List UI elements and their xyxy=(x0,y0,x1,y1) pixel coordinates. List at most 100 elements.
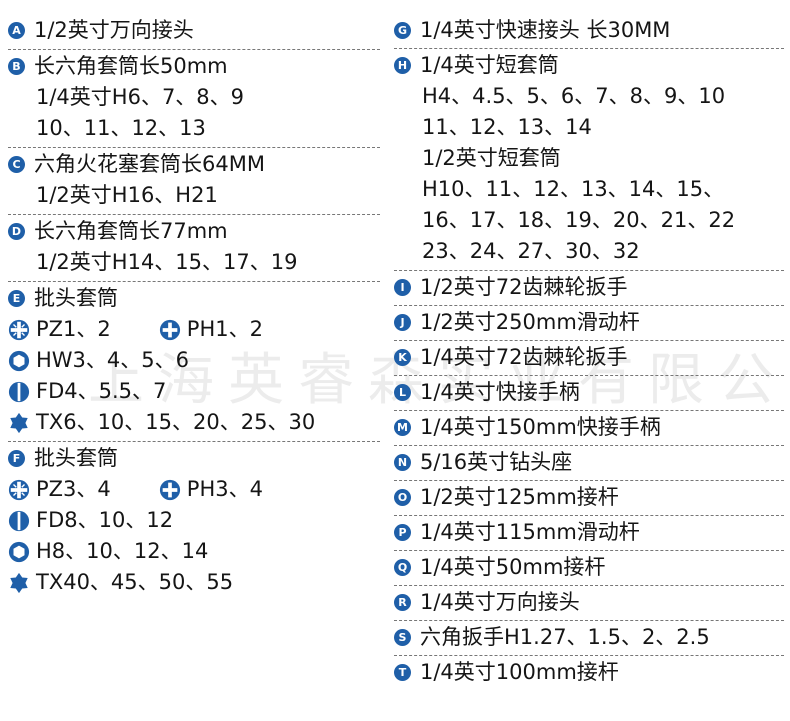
spec-text-wrap: 1/4英寸72齿棘轮扳手 xyxy=(420,342,628,373)
spec-text: 1/2英寸125mm接杆 xyxy=(420,484,619,509)
spec-text-wrap: 长六角套筒长50mm xyxy=(34,51,228,82)
letter-badge-icon: G xyxy=(394,21,411,39)
spec-line: R 1/4英寸万向接头 xyxy=(394,587,784,617)
section-h: H 1/4英寸短套筒 H4、4.5、5、6、7、8、9、10 11、12、13、14 1… xyxy=(394,49,784,271)
letter-badge-icon: J xyxy=(394,313,411,331)
spec-text: 1/4英寸50mm接杆 xyxy=(420,554,606,579)
letter-badge-icon: I xyxy=(394,278,411,296)
spec-line: P 1/4英寸115mm滑动杆 xyxy=(394,517,784,547)
spec-text: 1/4英寸快接手柄 xyxy=(420,379,580,404)
torx-bit-icon xyxy=(8,572,36,594)
letter-badge-icon: D xyxy=(8,223,25,240)
spec-text-wrap: 1/4英寸快速接头 长30MM xyxy=(420,15,670,46)
spec-text-wrap: 1/4英寸H6、7、8、9 xyxy=(36,82,244,113)
spec-text: 1/2英寸万向接头 xyxy=(34,18,194,42)
spec-text: 长六角套筒长50mm xyxy=(34,54,228,78)
spec-text-wrap: 1/2英寸125mm接杆 xyxy=(420,482,619,513)
spec-text-wrap: H10、11、12、13、14、15、 xyxy=(422,174,724,205)
spec-text: 长六角套筒长77mm xyxy=(34,219,228,243)
spec-text: 六角火花塞套筒长64MM xyxy=(34,152,265,176)
spec-line: Q 1/4英寸50mm接杆 xyxy=(394,552,784,582)
spec-line: 1/2英寸短套筒 xyxy=(394,143,784,174)
section-t: T 1/4英寸100mm接杆 xyxy=(394,656,784,690)
section-p: P 1/4英寸115mm滑动杆 xyxy=(394,516,784,551)
spec-text-wrap: 长六角套筒长77mm xyxy=(34,216,228,247)
spec-line: 10、11、12、13 xyxy=(8,113,380,144)
spec-text-wrap: 1/2英寸短套筒 xyxy=(422,143,561,174)
spec-text: 1/2英寸H14、15、17、19 xyxy=(36,250,298,274)
spec-line: FD4、5.5、7 xyxy=(8,376,380,407)
section-a: A 1/2英寸万向接头 xyxy=(8,14,380,50)
spec-text: 23、24、27、30、32 xyxy=(422,239,640,263)
section-q: Q 1/4英寸50mm接杆 xyxy=(394,551,784,586)
spec-line: FD8、10、12 xyxy=(8,505,380,536)
spec-line: HW3、4、5、6 xyxy=(8,345,380,376)
bit-spec: HW3、4、5、6 xyxy=(8,345,189,376)
spec-text: 1/4英寸H6、7、8、9 xyxy=(36,85,245,109)
spec-text-wrap: 六角扳手H1.27、1.5、2、2.5 xyxy=(420,622,710,653)
spec-text: H8、10、12、14 xyxy=(36,539,209,563)
bit-spec: PH1、2 xyxy=(159,314,263,345)
section-o: O 1/2英寸125mm接杆 xyxy=(394,481,784,516)
spec-text-wrap: 1/4英寸快接手柄 xyxy=(420,377,580,408)
spec-text: H4、4.5、5、6、7、8、9、10 xyxy=(422,84,726,108)
spec-text-wrap: 1/2英寸H16、H21 xyxy=(36,180,218,211)
spec-text: FD8、10、12 xyxy=(36,508,174,532)
hex-bit-icon xyxy=(8,541,36,563)
spec-line: H10、11、12、13、14、15、 xyxy=(394,174,784,205)
section-i: I 1/2英寸72齿棘轮扳手 xyxy=(394,271,784,306)
spec-line: PZ1、2 PH1、2 xyxy=(8,314,380,345)
spec-line: 11、12、13、14 xyxy=(394,112,784,143)
spec-line: J 1/2英寸250mm滑动杆 xyxy=(394,307,784,337)
section-b: B 长六角套筒长50mm 1/4英寸H6、7、8、9 10、11、12、13 xyxy=(8,50,380,148)
spec-text: PZ3、4 xyxy=(36,477,111,501)
left-column: A 1/2英寸万向接头 B 长六角套筒长50mm 1/4英寸H6、7、8、9 10、11、… xyxy=(8,14,380,601)
spec-line: 16、17、18、19、20、21、22 xyxy=(394,205,784,236)
section-f: F 批头套筒 PZ3、4 PH3、4 FD8、10、12 H8、10、12、14 TX40、… xyxy=(8,442,380,601)
spec-text: 5/16英寸钻头座 xyxy=(420,449,573,474)
spec-text: 1/2英寸H16、H21 xyxy=(36,183,218,207)
spec-text: TX6、10、15、20、25、30 xyxy=(36,410,316,434)
spec-text: 1/4英寸150mm快接手柄 xyxy=(420,414,661,439)
spec-text: 1/4英寸万向接头 xyxy=(420,589,580,614)
spec-text-wrap: 1/4英寸115mm滑动杆 xyxy=(420,517,640,548)
spec-text: 1/4英寸100mm接杆 xyxy=(420,659,619,684)
bit-spec: PZ1、2 xyxy=(8,314,111,345)
spec-text-wrap: 批头套筒 xyxy=(34,283,118,314)
bit-spec: TX6、10、15、20、25、30 xyxy=(8,407,315,438)
section-r: R 1/4英寸万向接头 xyxy=(394,586,784,621)
letter-badge-icon: P xyxy=(394,523,411,541)
right-column: G 1/4英寸快速接头 长30MM H 1/4英寸短套筒 H4、4.5、5、6、7、8、… xyxy=(394,14,784,690)
spec-text: 11、12、13、14 xyxy=(422,115,592,139)
section-g: G 1/4英寸快速接头 长30MM xyxy=(394,14,784,49)
spec-line: A 1/2英寸万向接头 xyxy=(8,15,380,46)
spec-text: PH3、4 xyxy=(186,477,263,501)
letter-badge-icon: R xyxy=(394,593,411,611)
spec-text-wrap: 11、12、13、14 xyxy=(422,112,592,143)
spec-line: L 1/4英寸快接手柄 xyxy=(394,377,784,407)
bit-spec: FD4、5.5、7 xyxy=(8,376,166,407)
spec-text: 批头套筒 xyxy=(34,286,118,310)
spec-text: H10、11、12、13、14、15、 xyxy=(422,177,725,201)
spec-line: N 5/16英寸钻头座 xyxy=(394,447,784,477)
spec-text: TX40、45、50、55 xyxy=(36,570,234,594)
hex-bit-icon xyxy=(8,350,36,372)
bit-spec: FD8、10、12 xyxy=(8,505,173,536)
letter-badge-icon: Q xyxy=(394,558,411,576)
spec-line: 23、24、27、30、32 xyxy=(394,236,784,267)
spec-line: T 1/4英寸100mm接杆 xyxy=(394,657,784,687)
spec-text-wrap: 1/4英寸150mm快接手柄 xyxy=(420,412,661,443)
letter-badge-icon: F xyxy=(8,450,25,467)
spec-text-wrap: 1/2英寸万向接头 xyxy=(34,15,194,46)
section-l: L 1/4英寸快接手柄 xyxy=(394,376,784,411)
letter-badge-icon: M xyxy=(394,418,411,436)
spec-text: PZ1、2 xyxy=(36,317,111,341)
spec-line: I 1/2英寸72齿棘轮扳手 xyxy=(394,272,784,302)
bit-spec: PZ3、4 xyxy=(8,474,111,505)
spec-text: 1/2英寸短套筒 xyxy=(422,146,561,170)
spec-text-wrap: 10、11、12、13 xyxy=(36,113,206,144)
letter-badge-icon: H xyxy=(394,57,411,74)
pozidriv-bit-icon xyxy=(8,479,36,501)
letter-badge-icon: L xyxy=(394,383,411,401)
section-e: E 批头套筒 PZ1、2 PH1、2 HW3、4、5、6 FD4、5.5、7 TX6、10、… xyxy=(8,282,380,442)
